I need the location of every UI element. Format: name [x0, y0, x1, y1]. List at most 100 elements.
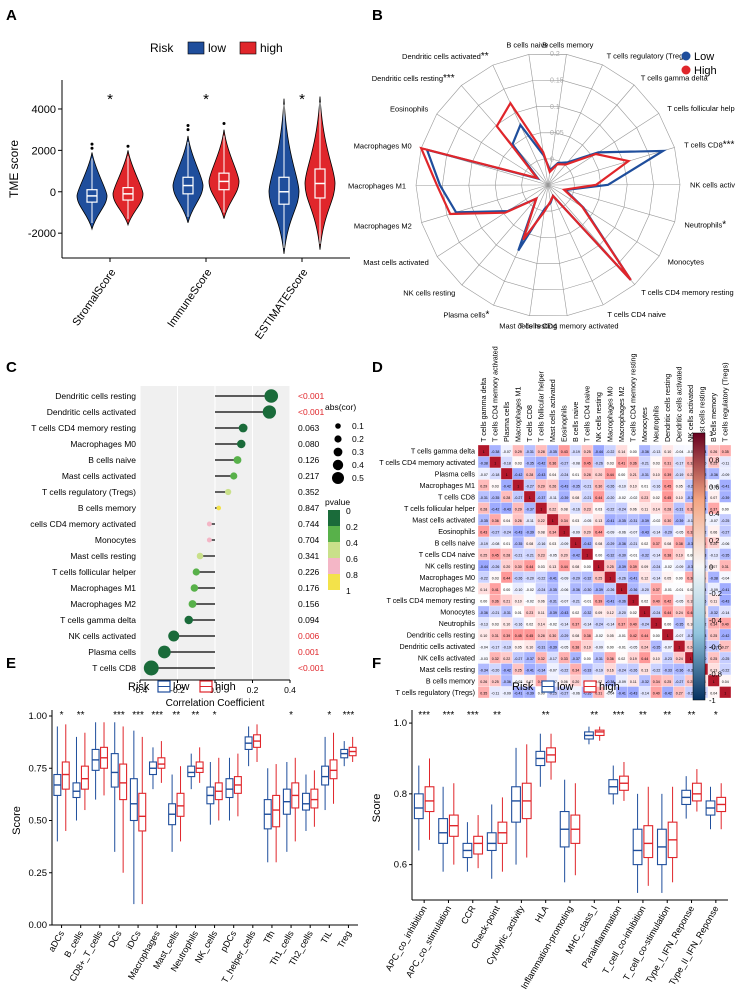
spoke	[547, 184, 568, 316]
cell-value: 0.24	[676, 657, 683, 661]
significance: **	[192, 710, 200, 721]
cell-value: 0.00	[480, 599, 487, 603]
cell-value: 0.45	[526, 634, 533, 638]
pvalue-label: 0.126	[298, 455, 320, 465]
pvalue-label: 0.704	[298, 535, 320, 545]
cell-value: -0.42	[583, 542, 591, 546]
cell-value: -0.05	[583, 519, 591, 523]
cell-value: 0.13	[641, 668, 648, 672]
significance: **	[639, 710, 647, 721]
cell-value: 0.37	[572, 622, 579, 626]
axis-label: Dendritic cells activated**	[402, 51, 489, 62]
cell-value: -0.26	[629, 668, 637, 672]
spoke	[421, 184, 549, 223]
cell-value: -0.31	[480, 496, 488, 500]
cell-value: 0.20	[584, 530, 591, 534]
x-tick-label: ImmuneScore	[165, 267, 214, 330]
cell-value: -0.21	[583, 496, 591, 500]
size-legend-title: abs(cor)	[325, 402, 356, 412]
cell-value: 1	[678, 645, 680, 649]
cell-value: -0.33	[583, 668, 591, 672]
cell-value: 1	[644, 611, 646, 615]
spoke	[461, 184, 549, 286]
cell-value: 0.24	[641, 645, 648, 649]
cell-value: -0.18	[491, 473, 499, 477]
cell-value: -0.13	[480, 622, 488, 626]
cell-value: -0.31	[549, 599, 557, 603]
cell-value: 0.14	[653, 507, 660, 511]
cell-value: -0.27	[687, 484, 695, 488]
spoke	[547, 84, 635, 186]
cell-value: 0.45	[515, 634, 522, 638]
cell-value: 0.25	[687, 680, 694, 684]
axis-label: NK cells resting	[403, 289, 455, 298]
col-label: B cells memory	[709, 392, 718, 442]
cell-value: -0.43	[514, 530, 522, 534]
axis-label: Macrophages M2	[354, 221, 412, 230]
cell-value: -0.39	[641, 519, 649, 523]
lollipop-point	[184, 615, 193, 625]
cell-value: 0.05	[607, 634, 614, 638]
cell-value: -0.01	[618, 645, 626, 649]
cell-value: 0.22	[538, 519, 545, 523]
cell-value: 1	[713, 680, 715, 684]
y-tick-label: 0.6	[394, 860, 407, 871]
cell-value: -0.06	[560, 588, 568, 592]
cell-value: 0.26	[515, 519, 522, 523]
cell-value: -0.30	[687, 668, 695, 672]
cell-value: 0.06	[710, 530, 717, 534]
cell-value: -0.16	[652, 484, 660, 488]
color-legend-label: 0	[346, 506, 351, 516]
box-low	[438, 818, 449, 844]
cell-value: -0.02	[549, 622, 557, 626]
cell-value: 0.03	[607, 461, 614, 465]
cell-value: 0.02	[618, 657, 625, 661]
box-high	[272, 794, 281, 828]
legend-label: high	[599, 681, 620, 693]
series-line-low	[425, 122, 668, 281]
cell-value: -0.17	[491, 645, 499, 649]
cell-value: 0.00	[584, 565, 591, 569]
significance: ***	[132, 710, 144, 721]
cell-value: -0.08	[491, 542, 499, 546]
cell-value: 0.39	[630, 565, 637, 569]
box-high	[473, 835, 484, 855]
size-legend-marker	[335, 423, 341, 429]
cell-value: -0.09	[560, 542, 568, 546]
cell-value: 0.32	[492, 657, 499, 661]
legend-marker	[681, 65, 691, 75]
axis-label: B cells memory	[542, 40, 594, 49]
cell-value: 0.23	[584, 507, 591, 511]
x-tick-label: ESTIMATEScore	[253, 267, 310, 342]
axis-label: Macrophages M1	[348, 181, 406, 190]
x-tick-label: HLA	[533, 904, 550, 924]
box-high	[157, 757, 166, 769]
legend-swatch	[187, 41, 205, 55]
cell-value: -0.07	[664, 645, 672, 649]
cell-value: 1	[483, 450, 485, 454]
cell-value: 0.10	[526, 645, 533, 649]
cell-value: 0.02	[526, 622, 533, 626]
significance: *	[722, 220, 726, 231]
cell-value: 1	[529, 496, 531, 500]
row-label: Macrophages M1	[419, 481, 475, 490]
violin-low	[76, 152, 108, 231]
pvalue-label: <0.001	[298, 407, 325, 417]
cell-value: -0.03	[710, 484, 718, 488]
cell-value: -0.21	[491, 611, 499, 615]
cell-value: 0.45	[664, 484, 671, 488]
cell-value: -0.25	[721, 519, 729, 523]
col-label: T cells regulatory (Tregs)	[721, 363, 730, 442]
cell-value: 0.25	[584, 450, 591, 454]
cell-value: 0.10	[480, 634, 487, 638]
cell-value: 0.31	[664, 461, 671, 465]
cell-value: -0.27	[526, 484, 534, 488]
cell-value: 0.00	[584, 657, 591, 661]
row-label: T cells regulatory (Tregs)	[396, 688, 475, 697]
box-low	[486, 832, 497, 852]
cell-value: -0.31	[595, 657, 603, 661]
cell-value: 0.08	[538, 530, 545, 534]
y-axis-label: Score	[371, 794, 383, 823]
significance: *	[485, 309, 489, 320]
col-label: B cells naive	[571, 402, 580, 442]
